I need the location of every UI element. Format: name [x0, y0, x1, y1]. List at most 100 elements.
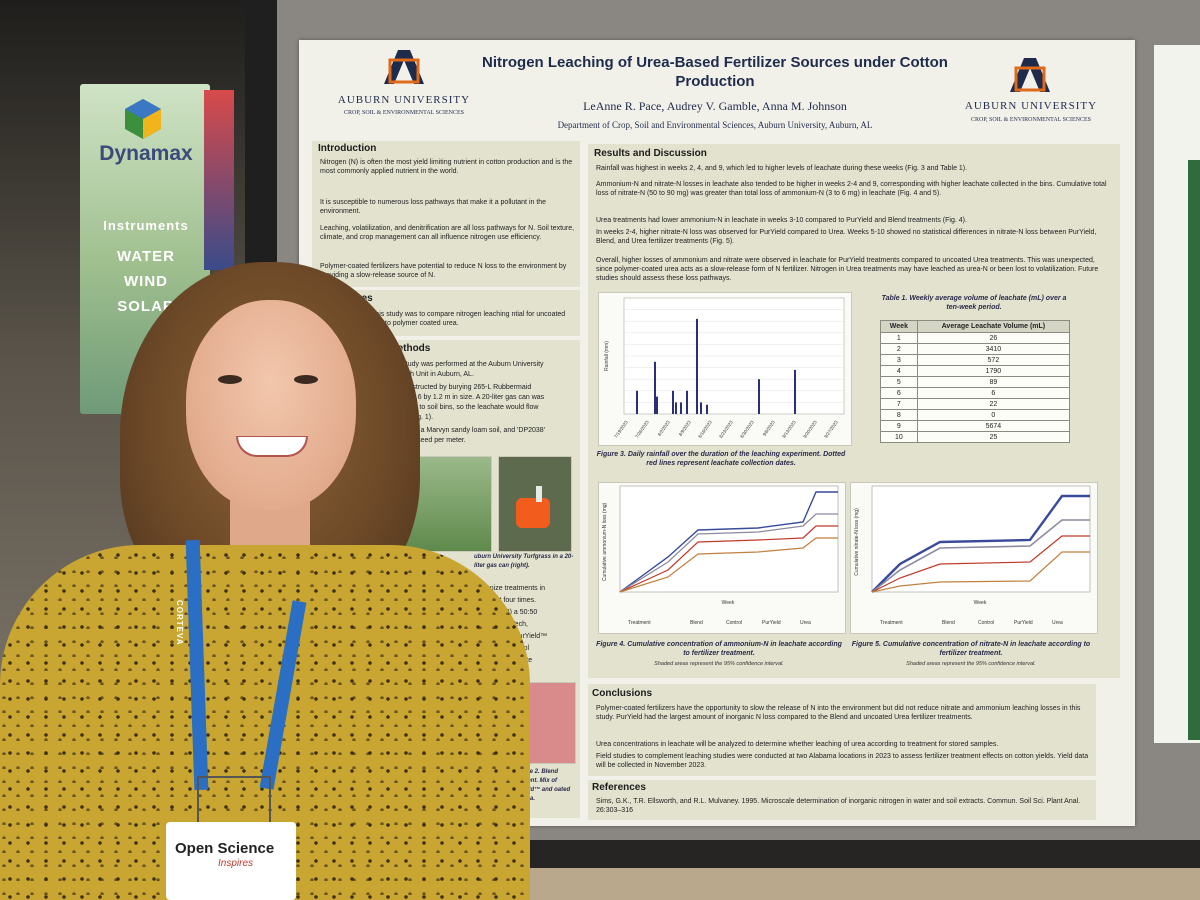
results-bullet: In weeks 2-4, higher nitrate-N loss was … — [596, 229, 1097, 245]
table-row: 5 89 — [880, 376, 1071, 388]
table-cell: 3410 — [916, 343, 1071, 355]
conclusions-heading: Conclusions — [592, 688, 653, 699]
table-row: 4 1790 — [880, 365, 1071, 377]
sign-banner-side — [204, 90, 234, 270]
name-badge — [166, 822, 296, 900]
x-tick-label: 7/19/2023 — [613, 419, 629, 439]
table-cell: 8 — [880, 409, 918, 421]
treatment-line: ement four times. — [482, 597, 537, 604]
adjacent-poster-bar — [1188, 160, 1200, 740]
table-cell: 1790 — [916, 365, 1071, 377]
x-axis-label: Week — [722, 600, 735, 606]
person-shirt — [0, 545, 530, 900]
intro-heading: Introduction — [318, 143, 377, 154]
table-cell: 9 — [880, 420, 918, 432]
intro-bullet: Nitrogen (N) is often the most yield lim… — [320, 159, 573, 175]
table-cell: 1 — [880, 332, 918, 344]
table-cell: 5674 — [916, 420, 1071, 432]
conclusions-panel — [588, 684, 1096, 776]
y-axis-label: Cumulative nitrate-N loss (mg) — [854, 508, 860, 576]
legend-control: Control — [978, 620, 994, 626]
x-tick-label: 8/9/2023 — [678, 419, 692, 437]
x-tick-label: 9/13/2023 — [781, 419, 797, 439]
table-cell: 572 — [916, 354, 1071, 366]
fig3-caption: Figure 3. Daily rainfall over the durati… — [596, 451, 846, 467]
sign-instruments: Instruments — [103, 218, 189, 233]
series-line-puryield — [871, 494, 1090, 593]
intro-bullet: Leaching, volatilization, and denitrific… — [320, 225, 575, 241]
legend-title: Treatment — [880, 620, 903, 626]
sign-brand: Dynamax — [99, 142, 193, 165]
rainfall-bar — [636, 390, 638, 414]
fig5-caption: Figure 5. Cumulative concentration of ni… — [851, 641, 1091, 657]
badge-title: Open Science — [175, 840, 275, 857]
table-cell: 10 — [880, 431, 918, 443]
table-cell: 6 — [916, 387, 1071, 399]
table-cell: 6 — [880, 387, 918, 399]
rainfall-bar — [758, 379, 760, 414]
poster-department: Department of Crop, Soil and Environment… — [557, 120, 873, 130]
floor — [530, 868, 1200, 900]
table-row: 9 5674 — [880, 420, 1071, 432]
university-name-right: AUBURN UNIVERSITY — [964, 100, 1098, 112]
table-row: 10 25 — [880, 431, 1071, 443]
plot-area — [619, 485, 839, 593]
table-cell: 3 — [880, 354, 918, 366]
x-tick-label: 8/23/2023 — [718, 419, 734, 439]
rainfall-bar — [696, 318, 698, 414]
series-line-blend — [871, 519, 1090, 593]
ammonium-chart: Week Cumulative ammonium-N loss (mg) Tre… — [602, 485, 839, 626]
x-tick-label: 8/16/2023 — [697, 419, 713, 439]
rainfall-chart: Rainfall (mm) 7/19/2023 7/26/2023 8/2/2023 8… — [604, 297, 845, 439]
gas-can-icon — [516, 486, 550, 528]
series-line-urea — [871, 551, 1090, 593]
person-eye — [218, 375, 242, 384]
treatment-line: ganize treatments in — [482, 585, 546, 592]
results-bullet: Overall, higher losses of ammonium and n… — [596, 257, 1099, 282]
table-cell: 26 — [916, 332, 1071, 344]
rainfall-bar — [654, 361, 656, 414]
table-header-week: Week — [880, 320, 918, 333]
references-text: Sims, G.K., T.R. Ellsworth, and R.L. Mul… — [596, 798, 1081, 814]
legend-urea: Urea — [800, 620, 811, 626]
results-heading: Results and Discussion — [594, 148, 707, 159]
objectives-text: objective of this study was to compare n… — [336, 311, 566, 327]
conclusions-bullet: Polymer-coated fertilizers have the oppo… — [596, 705, 1081, 721]
legend-puryield: PurYield — [762, 620, 781, 626]
results-bullet: Rainfall was highest in weeks 2, 4, and … — [596, 165, 968, 172]
plot-area — [871, 485, 1091, 593]
table-cell: 2 — [880, 343, 918, 355]
fig4-subcaption: Shaded areas represent the 95% confidenc… — [654, 661, 784, 667]
badge-clip — [197, 776, 271, 828]
university-name-left: AUBURN UNIVERSITY — [337, 94, 471, 106]
rainfall-bar — [672, 390, 674, 414]
table-row: 7 22 — [880, 398, 1071, 410]
table-cell: 22 — [916, 398, 1071, 410]
table-cell: 0 — [916, 409, 1071, 421]
results-bullet: Urea treatments had lower ammonium-N in … — [596, 217, 967, 224]
table-cell: 5 — [880, 376, 918, 388]
legend-title: Treatment — [628, 620, 651, 626]
rainfall-bar — [794, 369, 796, 414]
methods-line: e filled with a Marvyn sandy loam soil, … — [384, 427, 546, 434]
series-line-control — [619, 525, 838, 593]
y-axis-label: Cumulative ammonium-N loss (mg) — [602, 502, 608, 581]
results-bullet: Ammonium-N and nitrate-N losses in leach… — [596, 181, 1107, 197]
table-cell: 25 — [916, 431, 1071, 443]
conclusions-bullet: Urea concentrations in leachate will be … — [596, 741, 999, 748]
references-heading: References — [592, 782, 646, 793]
methods-line: with tubing to soil bins, so the leachat… — [384, 404, 539, 411]
fig1-caption: uburn University Turfgrass in a 20-liter… — [474, 554, 574, 569]
nitrate-chart: Week Cumulative nitrate-N loss (mg) Trea… — [854, 485, 1091, 626]
table-cell: 7 — [880, 398, 918, 410]
badge-subtitle: Inspires — [218, 858, 254, 869]
table-row: 1 26 — [880, 332, 1071, 344]
intro-bullet: It is susceptible to numerous loss pathw… — [320, 199, 547, 215]
legend-puryield: PurYield — [1014, 620, 1033, 626]
poster-authors: LeAnne R. Pace, Audrey V. Gamble, Anna M… — [583, 99, 847, 113]
methods-line: anted at 5 seed per meter. — [384, 437, 466, 444]
x-tick-label: 9/20/2023 — [802, 419, 818, 439]
legend-control: Control — [726, 620, 742, 626]
